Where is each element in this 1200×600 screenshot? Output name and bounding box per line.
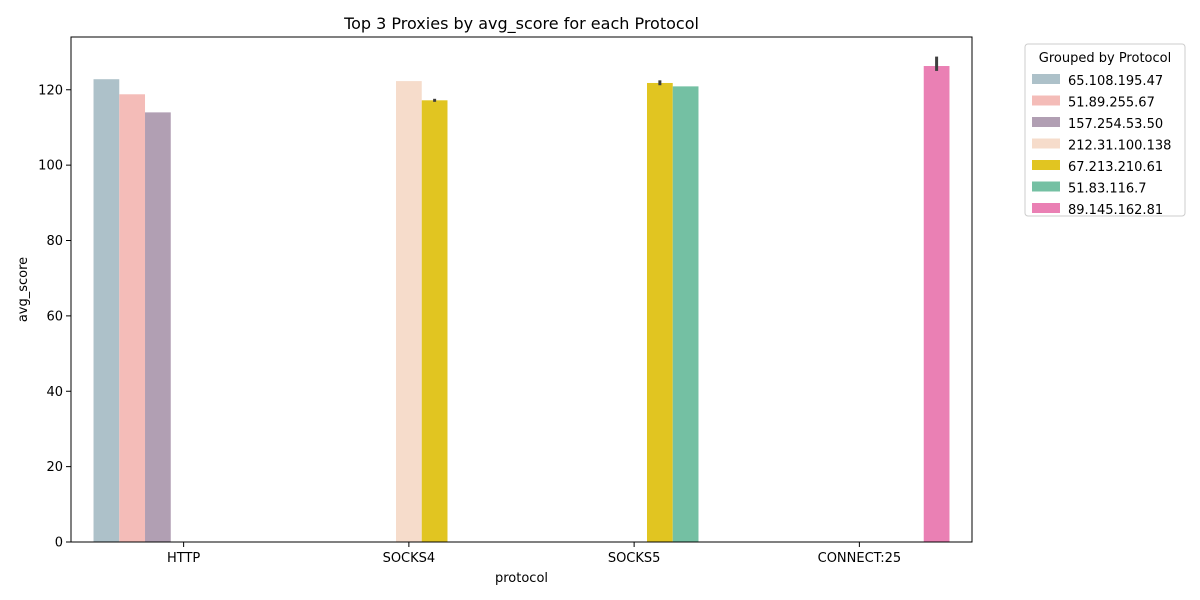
x-axis: HTTP SOCKS4 SOCKS5 CONNECT:25 <box>167 542 901 566</box>
legend-swatch <box>1032 160 1060 170</box>
x-tick-label: SOCKS4 <box>383 551 436 566</box>
legend-title: Grouped by Protocol <box>1039 51 1171 66</box>
legend-swatch <box>1032 181 1060 192</box>
legend-label: 157.254.53.50 <box>1068 117 1163 132</box>
y-tick-label: 80 <box>46 234 63 249</box>
legend: Grouped by Protocol 65.108.195.47 51.89.2… <box>1024 43 1186 218</box>
legend-label: 212.31.100.138 <box>1068 139 1171 154</box>
plot-frame <box>70 36 973 543</box>
legend-label: 65.108.195.47 <box>1068 74 1163 89</box>
bar <box>145 112 171 542</box>
legend-swatch <box>1032 203 1060 213</box>
bar <box>646 82 673 543</box>
bar <box>119 94 146 543</box>
legend-swatch <box>1032 95 1060 106</box>
chart-title: Top 3 Proxies by avg_score for each Prot… <box>343 14 699 34</box>
y-tick-label: 40 <box>46 385 63 400</box>
legend-swatch <box>1032 74 1060 84</box>
x-tick-label: HTTP <box>167 551 200 566</box>
x-axis-label: protocol <box>495 571 548 586</box>
legend-swatch <box>1032 138 1060 149</box>
legend-label: 89.145.162.81 <box>1068 203 1163 218</box>
y-tick-label: 20 <box>46 460 63 475</box>
x-tick-label: CONNECT:25 <box>818 551 901 566</box>
bar <box>93 79 120 542</box>
bar <box>421 100 448 543</box>
legend-label: 51.89.255.67 <box>1068 96 1155 111</box>
y-tick-label: 60 <box>46 309 63 324</box>
x-tick-label: SOCKS5 <box>608 551 661 566</box>
legend-label: 67.213.210.61 <box>1068 160 1163 175</box>
bar <box>396 81 422 542</box>
y-tick-label: 0 <box>55 536 63 551</box>
plot-area <box>93 56 950 543</box>
y-axis-label: avg_score <box>16 257 31 322</box>
bar <box>672 86 699 543</box>
legend-label: 51.83.116.7 <box>1068 182 1147 197</box>
legend-swatch <box>1032 117 1060 127</box>
y-tick-label: 100 <box>38 159 63 174</box>
bar <box>923 66 950 543</box>
y-tick-label: 120 <box>38 83 63 98</box>
legend-box <box>1024 43 1186 217</box>
y-axis: 0 20 40 60 80 100 120 <box>38 83 71 551</box>
